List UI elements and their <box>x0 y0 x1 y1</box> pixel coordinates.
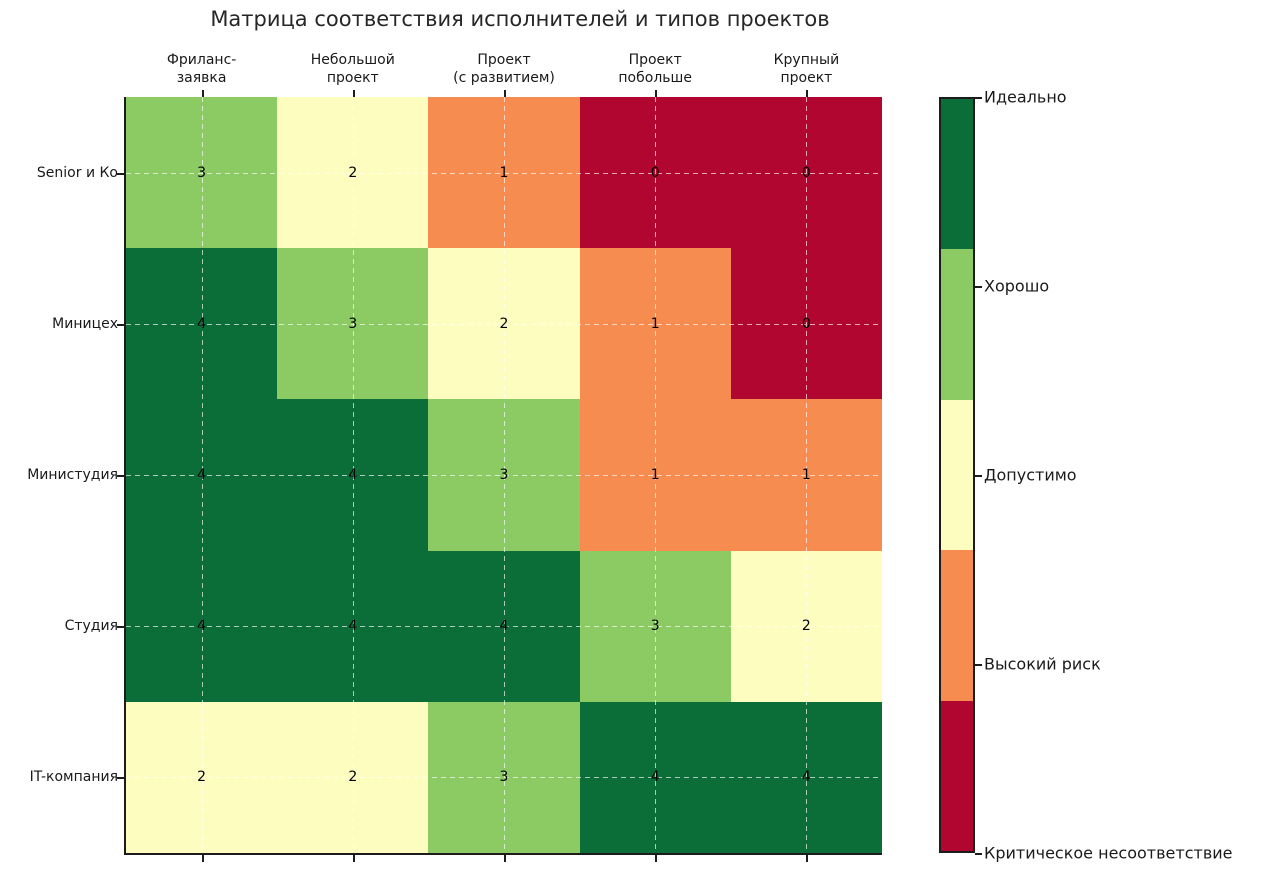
colorbar-tick <box>975 664 982 666</box>
axis-tick <box>117 777 124 780</box>
row-label: Senior и Ко <box>36 164 118 181</box>
cell-value: 1 <box>801 467 811 483</box>
chart-title: Матрица соответствия исполнителей и типо… <box>210 7 830 31</box>
axis-tick <box>201 855 204 862</box>
axis-spine-left <box>124 97 126 855</box>
gridline <box>126 475 882 476</box>
column-label: Небольшой проект <box>273 51 433 87</box>
column-label: Проект (с развитием) <box>424 51 584 87</box>
colorbar <box>939 97 975 853</box>
axis-tick <box>806 90 809 97</box>
colorbar-label: Высокий риск <box>984 654 1101 674</box>
cell-value: 4 <box>650 769 660 786</box>
gridline <box>126 777 882 779</box>
cell-value: 3 <box>499 467 509 483</box>
column-label-line: Фриланс- <box>166 52 237 68</box>
cell-value: 1 <box>650 467 660 483</box>
column-label-line: Проект <box>628 52 682 68</box>
gridline <box>126 172 882 174</box>
colorbar-tick <box>975 853 982 855</box>
row-label: Министудия <box>27 467 118 483</box>
colorbar-segment <box>941 99 973 250</box>
cell-value: 4 <box>348 467 358 483</box>
axis-tick <box>655 90 658 97</box>
column-label: Фриланс-заявка <box>122 51 282 87</box>
colorbar-label: Допустимо <box>984 465 1077 485</box>
column-label-line: побольше <box>618 70 692 86</box>
colorbar-segment <box>941 399 973 551</box>
column-label: Крупный проект <box>726 51 886 87</box>
cell-value: 4 <box>801 769 811 786</box>
cell-value: 4 <box>499 618 509 635</box>
colorbar-segment <box>941 249 973 400</box>
row-label: Студия <box>64 618 118 635</box>
axis-tick <box>504 855 506 862</box>
colorbar-tick <box>975 475 982 477</box>
colorbar-tick <box>975 97 982 99</box>
column-label: Проект побольше <box>575 51 735 87</box>
axis-tick <box>655 855 658 862</box>
cell-value: 3 <box>197 164 207 181</box>
column-label-line: Крупный <box>773 52 840 68</box>
cell-value: 1 <box>650 315 660 332</box>
axis-tick <box>352 90 355 97</box>
axis-tick <box>117 475 124 477</box>
cell-value: 2 <box>801 618 811 635</box>
colorbar-segment <box>941 550 973 701</box>
axis-tick <box>806 855 809 862</box>
axis-spine-bottom <box>124 853 882 855</box>
colorbar-label: Хорошо <box>984 276 1050 296</box>
column-label-line: (с развитием) <box>453 70 555 86</box>
axis-tick <box>117 172 124 175</box>
axis-tick <box>117 626 124 629</box>
column-label-line: Небольшой <box>310 52 395 68</box>
cell-value: 4 <box>348 618 358 635</box>
heatmap-plot-area: 3 2 1 0 0 4 3 2 1 0 4 4 3 1 1 4 4 4 3 2 2 2 3 4 4 <box>126 97 883 854</box>
cell-value: 4 <box>197 467 207 483</box>
axis-tick <box>504 90 506 97</box>
cell-value: 0 <box>650 164 660 181</box>
colorbar-tick <box>975 286 982 288</box>
column-label-line: проект <box>326 70 379 86</box>
colorbar-label: Идеально <box>984 87 1067 107</box>
cell-value: 3 <box>499 769 509 786</box>
column-label-line: заявка <box>176 70 227 86</box>
column-label-line: Проект <box>477 52 531 68</box>
cell-value: 3 <box>650 618 660 635</box>
cell-value: 4 <box>197 315 207 332</box>
cell-value: 0 <box>801 315 811 332</box>
gridline <box>126 626 882 628</box>
cell-value: 3 <box>348 315 358 332</box>
axis-tick <box>201 90 204 97</box>
cell-value: 2 <box>348 164 358 181</box>
cell-value: 2 <box>499 315 509 332</box>
axis-tick <box>117 323 124 326</box>
cell-value: 0 <box>801 164 811 181</box>
colorbar-label: Критическое несоответствие <box>984 843 1233 863</box>
colorbar-segment <box>941 700 973 851</box>
row-label: Миницех <box>52 315 118 332</box>
row-label: IT-компания <box>29 769 118 786</box>
cell-value: 2 <box>197 769 207 786</box>
column-label-line: проект <box>780 70 833 86</box>
cell-value: 1 <box>499 164 509 181</box>
cell-value: 2 <box>348 769 358 786</box>
gridline <box>126 323 882 325</box>
cell-value: 4 <box>197 618 207 635</box>
axis-tick <box>352 855 355 862</box>
